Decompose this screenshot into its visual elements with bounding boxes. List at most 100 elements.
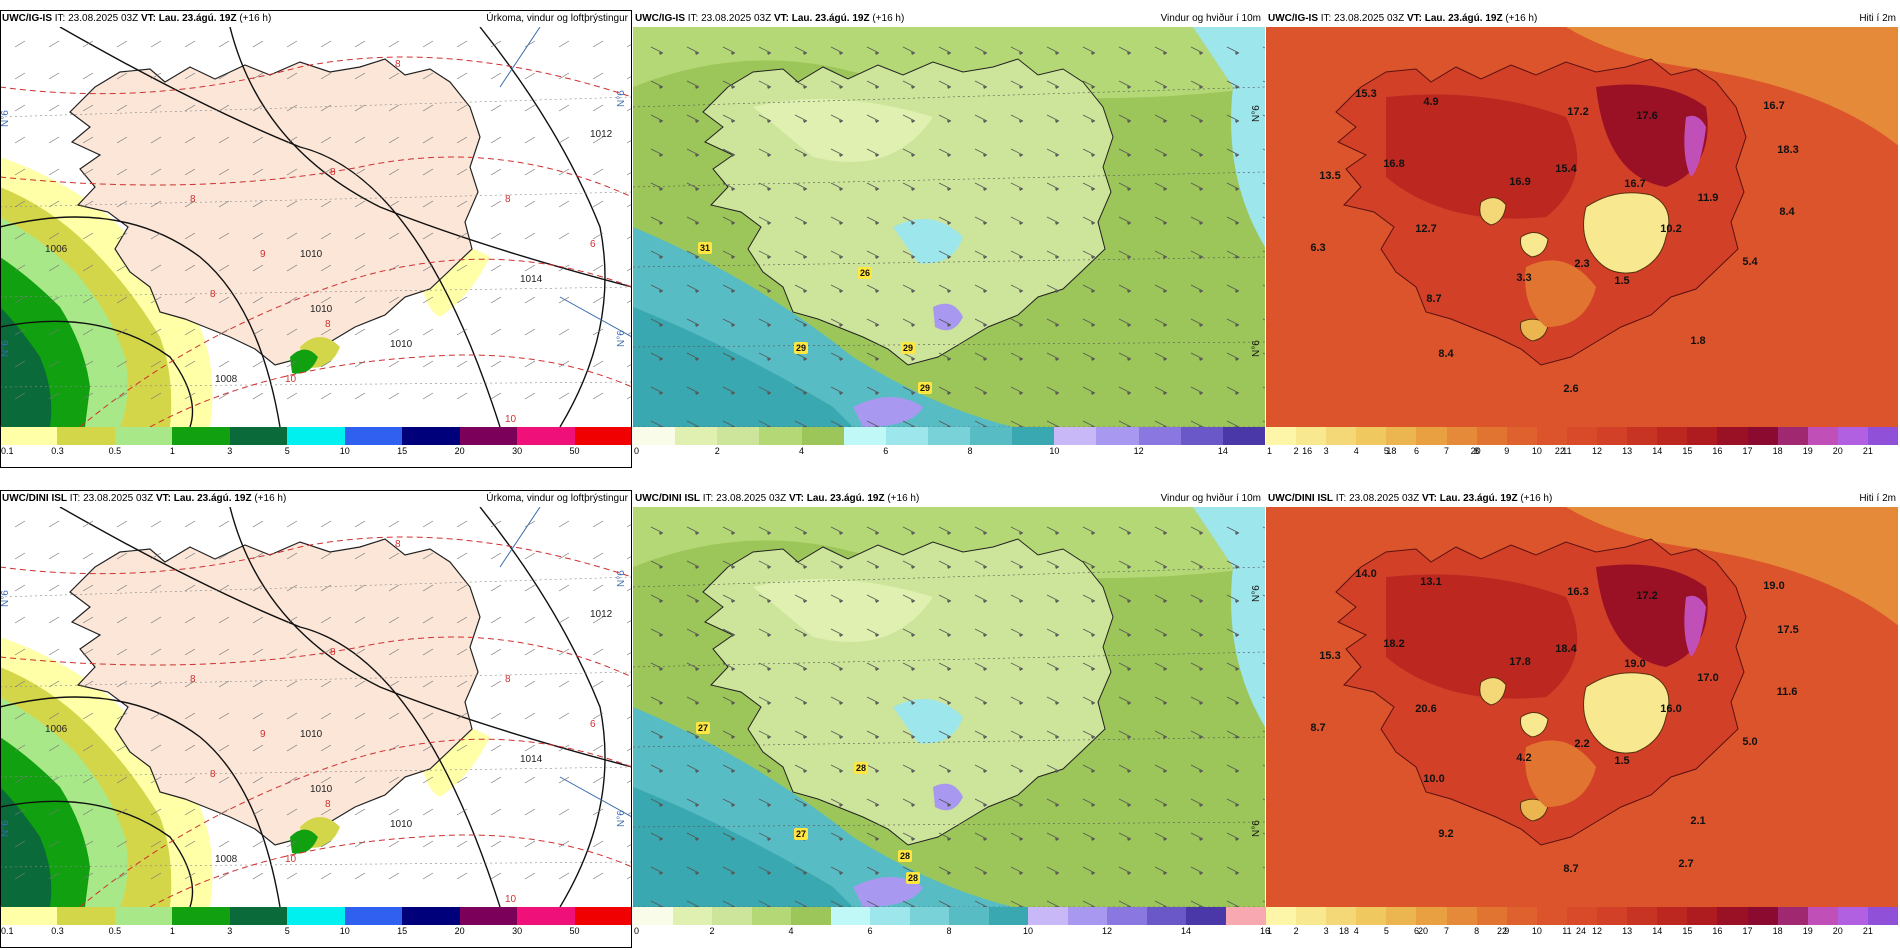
colorbar-swatch xyxy=(1627,427,1658,445)
isobar xyxy=(0,320,194,427)
colorbar-swatch xyxy=(1837,907,1869,925)
colorbar-swatch xyxy=(1296,907,1327,925)
colorbar-tick: 8 xyxy=(946,926,952,936)
colorbar-swatch xyxy=(1867,427,1899,445)
colorbar-tick: 17 xyxy=(1742,446,1753,456)
isobar-label: 1010 xyxy=(310,784,333,795)
colorbar-swatch xyxy=(517,907,576,925)
colorbar-swatch xyxy=(1597,427,1628,445)
colorbar-tick: 5 xyxy=(1383,446,1389,456)
isobar xyxy=(59,27,501,427)
colorbar-swatch xyxy=(1476,907,1508,925)
isobar-label: 1012 xyxy=(590,129,613,140)
colorbar-swatch xyxy=(791,907,831,925)
thickness-label: 8 xyxy=(210,289,216,300)
temp-label: 10.0 xyxy=(1423,773,1444,785)
isobar-label: 1006 xyxy=(45,244,68,255)
temp-map[interactable]: 14.0 13.1 16.3 17.2 19.0 15.3 18.2 18.4 17.8 19.0… xyxy=(1266,507,1898,907)
panel-header: UWC/IG-IS IT: 23.08.2025 03Z VT: Lau. 23… xyxy=(633,10,1265,27)
colorbar-tick: 0.1 xyxy=(1,926,14,936)
model-name: UWC/DINI ISL xyxy=(2,493,67,504)
model-name: UWC/DINI ISL xyxy=(1268,493,1333,504)
temp-map-canvas: 15.3 4.9 17.2 17.6 16.7 13.5 16.8 15.4 16.9 16.7 1… xyxy=(1266,27,1898,427)
colorbar-tick: 12 xyxy=(1592,446,1603,456)
colorbar-tick: 20 xyxy=(1417,926,1429,936)
wind-map[interactable]: 31 26 29 29 29 N°6 N°6 xyxy=(633,27,1265,427)
colorbar-tick: 15 xyxy=(397,926,408,936)
colorbar-tick: 3 xyxy=(1323,446,1329,456)
colorbar-tick: 4 xyxy=(788,926,794,936)
colorbar-swatch xyxy=(459,907,518,925)
thickness-line xyxy=(0,56,632,98)
temp-map[interactable]: 15.3 4.9 17.2 17.6 16.7 13.5 16.8 15.4 16.9 16.7 1… xyxy=(1266,27,1898,427)
colorbar-tick: 12 xyxy=(1101,926,1113,936)
colorbar-tick: 10 xyxy=(1531,926,1542,936)
panel-igis-precip: UWC/IG-IS IT: 23.08.2025 03Z VT: Lau. 23… xyxy=(0,10,633,468)
colorbar-swatch xyxy=(229,427,288,445)
colorbar-swatch xyxy=(114,907,173,925)
colorbar-swatch xyxy=(1717,427,1749,445)
colorbar-tick: 6 xyxy=(883,446,889,456)
thickness-label: 8 xyxy=(395,59,401,70)
colorbar-tick: 10 xyxy=(1049,446,1060,456)
colorbar-swatch xyxy=(287,907,346,925)
temp-label: 16.7 xyxy=(1624,178,1645,190)
temp-label: 6.3 xyxy=(1310,242,1325,254)
thickness-label: 8 xyxy=(395,539,401,550)
colorbar-tick: 20 xyxy=(1832,926,1843,936)
temp-label: 13.1 xyxy=(1420,576,1441,588)
colorbar-swatch xyxy=(1687,907,1718,925)
colorbar-tick: 18 xyxy=(1772,926,1783,936)
temp-label: 5.0 xyxy=(1742,736,1757,748)
colorbar-tick: 5 xyxy=(284,926,290,936)
isobar xyxy=(479,27,606,427)
colorbar-swatch xyxy=(1146,907,1187,925)
temp-label: 17.2 xyxy=(1636,590,1657,602)
colorbar-swatch xyxy=(1326,907,1357,925)
colorbar-swatch xyxy=(57,427,116,445)
wind-map[interactable]: 27 28 27 28 28 N°6 N°6 xyxy=(633,507,1265,907)
colorbar-tick: 3 xyxy=(227,926,233,936)
temp-label: 15.4 xyxy=(1555,163,1577,175)
colorbar-swatch xyxy=(885,427,929,445)
gust-label: 26 xyxy=(860,268,870,278)
panel-header: UWC/DINI ISL IT: 23.08.2025 03Z VT: Lau.… xyxy=(1266,490,1900,507)
model-name: UWC/IG-IS xyxy=(635,13,685,24)
panel-header: UWC/IG-IS IT: 23.08.2025 03Z VT: Lau. 23… xyxy=(0,10,632,27)
precip-map[interactable]: 1010 1012 1006 1014 1010 1008 1010 8 8 8 9 8 10 6 8 10 8… xyxy=(0,507,632,907)
temp-label: 16.7 xyxy=(1763,100,1784,112)
isobar-label: 1012 xyxy=(590,609,613,620)
temp-label: 15.3 xyxy=(1319,650,1340,662)
colorbar-tick: 50 xyxy=(569,446,580,456)
temp-label: 17.2 xyxy=(1567,106,1588,118)
isobar-label: 1014 xyxy=(520,754,543,765)
thickness-label: 10 xyxy=(285,374,297,385)
thickness-line xyxy=(0,536,632,578)
colorbar-tick: 14 xyxy=(1180,926,1192,936)
colorbar-tick: 4 xyxy=(799,446,805,456)
colorbar-swatch xyxy=(1476,427,1508,445)
colorbar-tick: 16 xyxy=(1712,926,1723,936)
temp-label: 2.2 xyxy=(1574,738,1589,750)
temp-label: 8.4 xyxy=(1438,348,1454,360)
colorbar-swatch xyxy=(1536,427,1568,445)
colorbar-swatch xyxy=(949,907,989,925)
colorbar-swatch xyxy=(1657,427,1688,445)
colorbar-swatch xyxy=(0,427,58,445)
panel-dini-temp: UWC/DINI ISL IT: 23.08.2025 03Z VT: Lau.… xyxy=(1266,490,1900,948)
isobar-label: 1008 xyxy=(215,854,238,865)
colorbar-swatch xyxy=(1356,427,1387,445)
isobar xyxy=(0,800,194,907)
colorbar-swatch xyxy=(287,427,346,445)
temp-label: 16.3 xyxy=(1567,586,1588,598)
temp-label: 4.9 xyxy=(1423,96,1438,108)
colorbar-tick: 10 xyxy=(339,926,350,936)
colorbar-tick: 18 xyxy=(1772,446,1783,456)
temp-label: 13.5 xyxy=(1319,170,1340,182)
temp-label: 19.0 xyxy=(1763,580,1784,592)
temp-label: 2.3 xyxy=(1574,258,1589,270)
lat-label: N°6 xyxy=(616,810,627,827)
precip-map[interactable]: 1010 1012 1006 1014 1010 1008 1010 8 8 8 9 8 10 6 8 10 8… xyxy=(0,27,632,427)
panel-title: Vindur og hviður í 10m xyxy=(1160,493,1261,504)
temp-label: 20.6 xyxy=(1415,703,1436,715)
